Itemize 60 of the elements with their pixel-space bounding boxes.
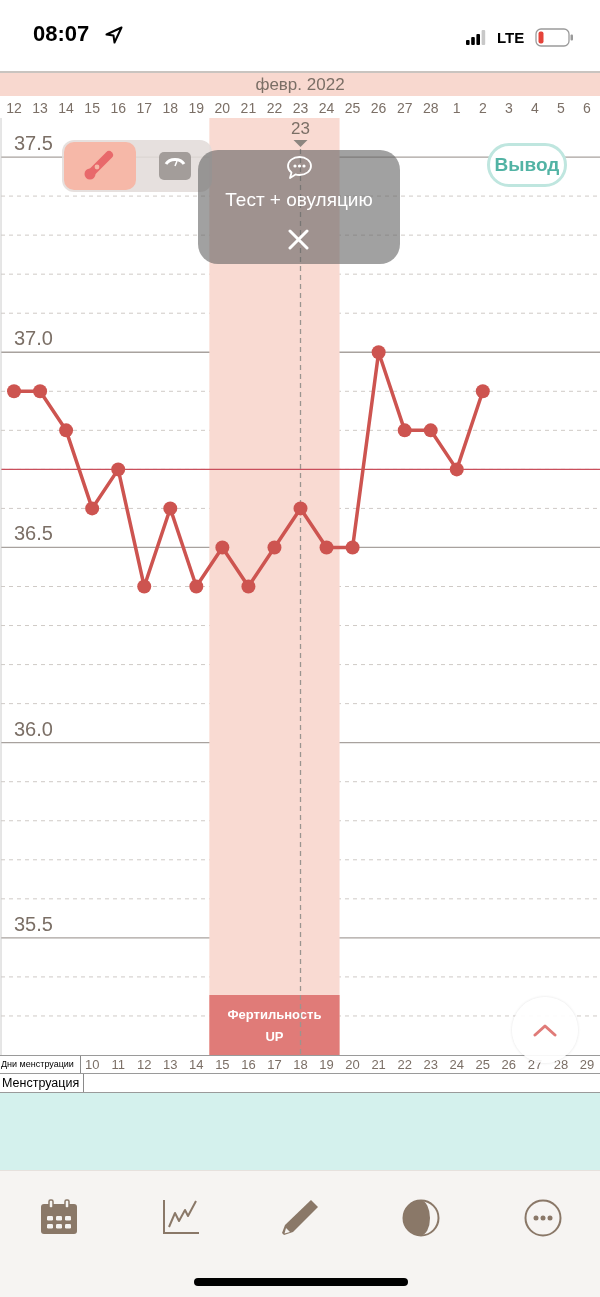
x-tick-label: 24 — [318, 100, 335, 116]
x2-tick-label: 18 — [293, 1056, 308, 1073]
x-tick-label: 2 — [478, 100, 487, 116]
x-tick-label: 28 — [422, 100, 439, 116]
x2-tick-label: 24 — [449, 1056, 464, 1073]
band-label: Фертильность UP — [227, 1007, 322, 1044]
x-tick-label: 17 — [136, 100, 153, 116]
text: 08:07 — [33, 21, 90, 46]
y-tick-label: 37.5 — [14, 132, 53, 155]
y-tick-label: 36.0 — [14, 717, 53, 740]
x-tick-label: 14 — [58, 100, 75, 116]
y-tick-label: 35.5 — [14, 912, 53, 935]
x-tick-label: 20 — [214, 100, 231, 116]
x-tick-label: 27 — [396, 100, 413, 116]
x2-tick-label: 26 — [501, 1056, 517, 1073]
x2-tick-label: 25 — [475, 1056, 491, 1073]
pill-button: Вывод — [487, 143, 567, 187]
x-tick-label: 1 — [452, 100, 461, 116]
x2-tick-label: 12 — [137, 1056, 152, 1073]
x2-tick-label: 27 — [527, 1056, 543, 1073]
annotation: Вывод — [494, 154, 560, 175]
x-tick-label: 3 — [504, 100, 513, 116]
x-tick-label: 26 — [370, 100, 387, 116]
x-tick-label: 13 — [32, 100, 49, 116]
x-tick-label: 22 — [266, 100, 283, 116]
x2-tick-label: 23 — [423, 1056, 438, 1073]
x-tick-label: 12 — [6, 100, 23, 116]
x-tick-label: 18 — [162, 100, 179, 116]
x2-tick-label: 19 — [319, 1056, 334, 1073]
text: LTE — [497, 29, 525, 46]
x2-tick-label: 28 — [553, 1056, 569, 1073]
x2-tick-label: 11 — [111, 1056, 125, 1073]
x2-tick-label: 20 — [345, 1056, 360, 1073]
x-tick-label: 21 — [240, 100, 257, 116]
x2-tick-label: 16 — [241, 1056, 256, 1073]
x-tick-label: 16 — [110, 100, 127, 116]
table-row: Менструация — [0, 1073, 600, 1093]
x-tick-label: 5 — [557, 100, 566, 116]
x2-tick-label: 10 — [84, 1056, 100, 1073]
x-tick-label: 6 — [583, 100, 592, 116]
x-tick-label: 4 — [530, 100, 539, 116]
x2-tick-label: 21 — [371, 1056, 386, 1073]
x-tick-label: 19 — [188, 100, 205, 116]
category-label: 23 — [291, 119, 310, 138]
x2-tick-label: 29 — [579, 1056, 595, 1073]
x2-tick-label: 13 — [163, 1056, 178, 1073]
month-header: февр. 2022 — [0, 71, 600, 96]
x2-tick-label: 22 — [397, 1056, 412, 1073]
x-tick-label: 25 — [344, 100, 361, 116]
x2-tick-label: 14 — [189, 1056, 204, 1073]
y-tick-label: 36.5 — [14, 522, 53, 545]
annotation: Тест + овуляцию — [225, 189, 373, 210]
popup-panel: Тест + овуляцию — [198, 150, 400, 264]
x-tick-label: 15 — [84, 100, 101, 116]
table-row: Дни менструации 10 11 12 13 14 15 16 17 18 19 20 21 22 23 24 25 26 27 28 29 — [0, 1055, 600, 1073]
x2-tick-label: 17 — [267, 1056, 282, 1073]
x-tick-label: 23 — [292, 100, 309, 116]
x2-tick-label: 15 — [215, 1056, 230, 1073]
x2-axis-title: Дни менструации — [0, 1056, 81, 1073]
y-tick-label: 37.0 — [14, 327, 53, 350]
